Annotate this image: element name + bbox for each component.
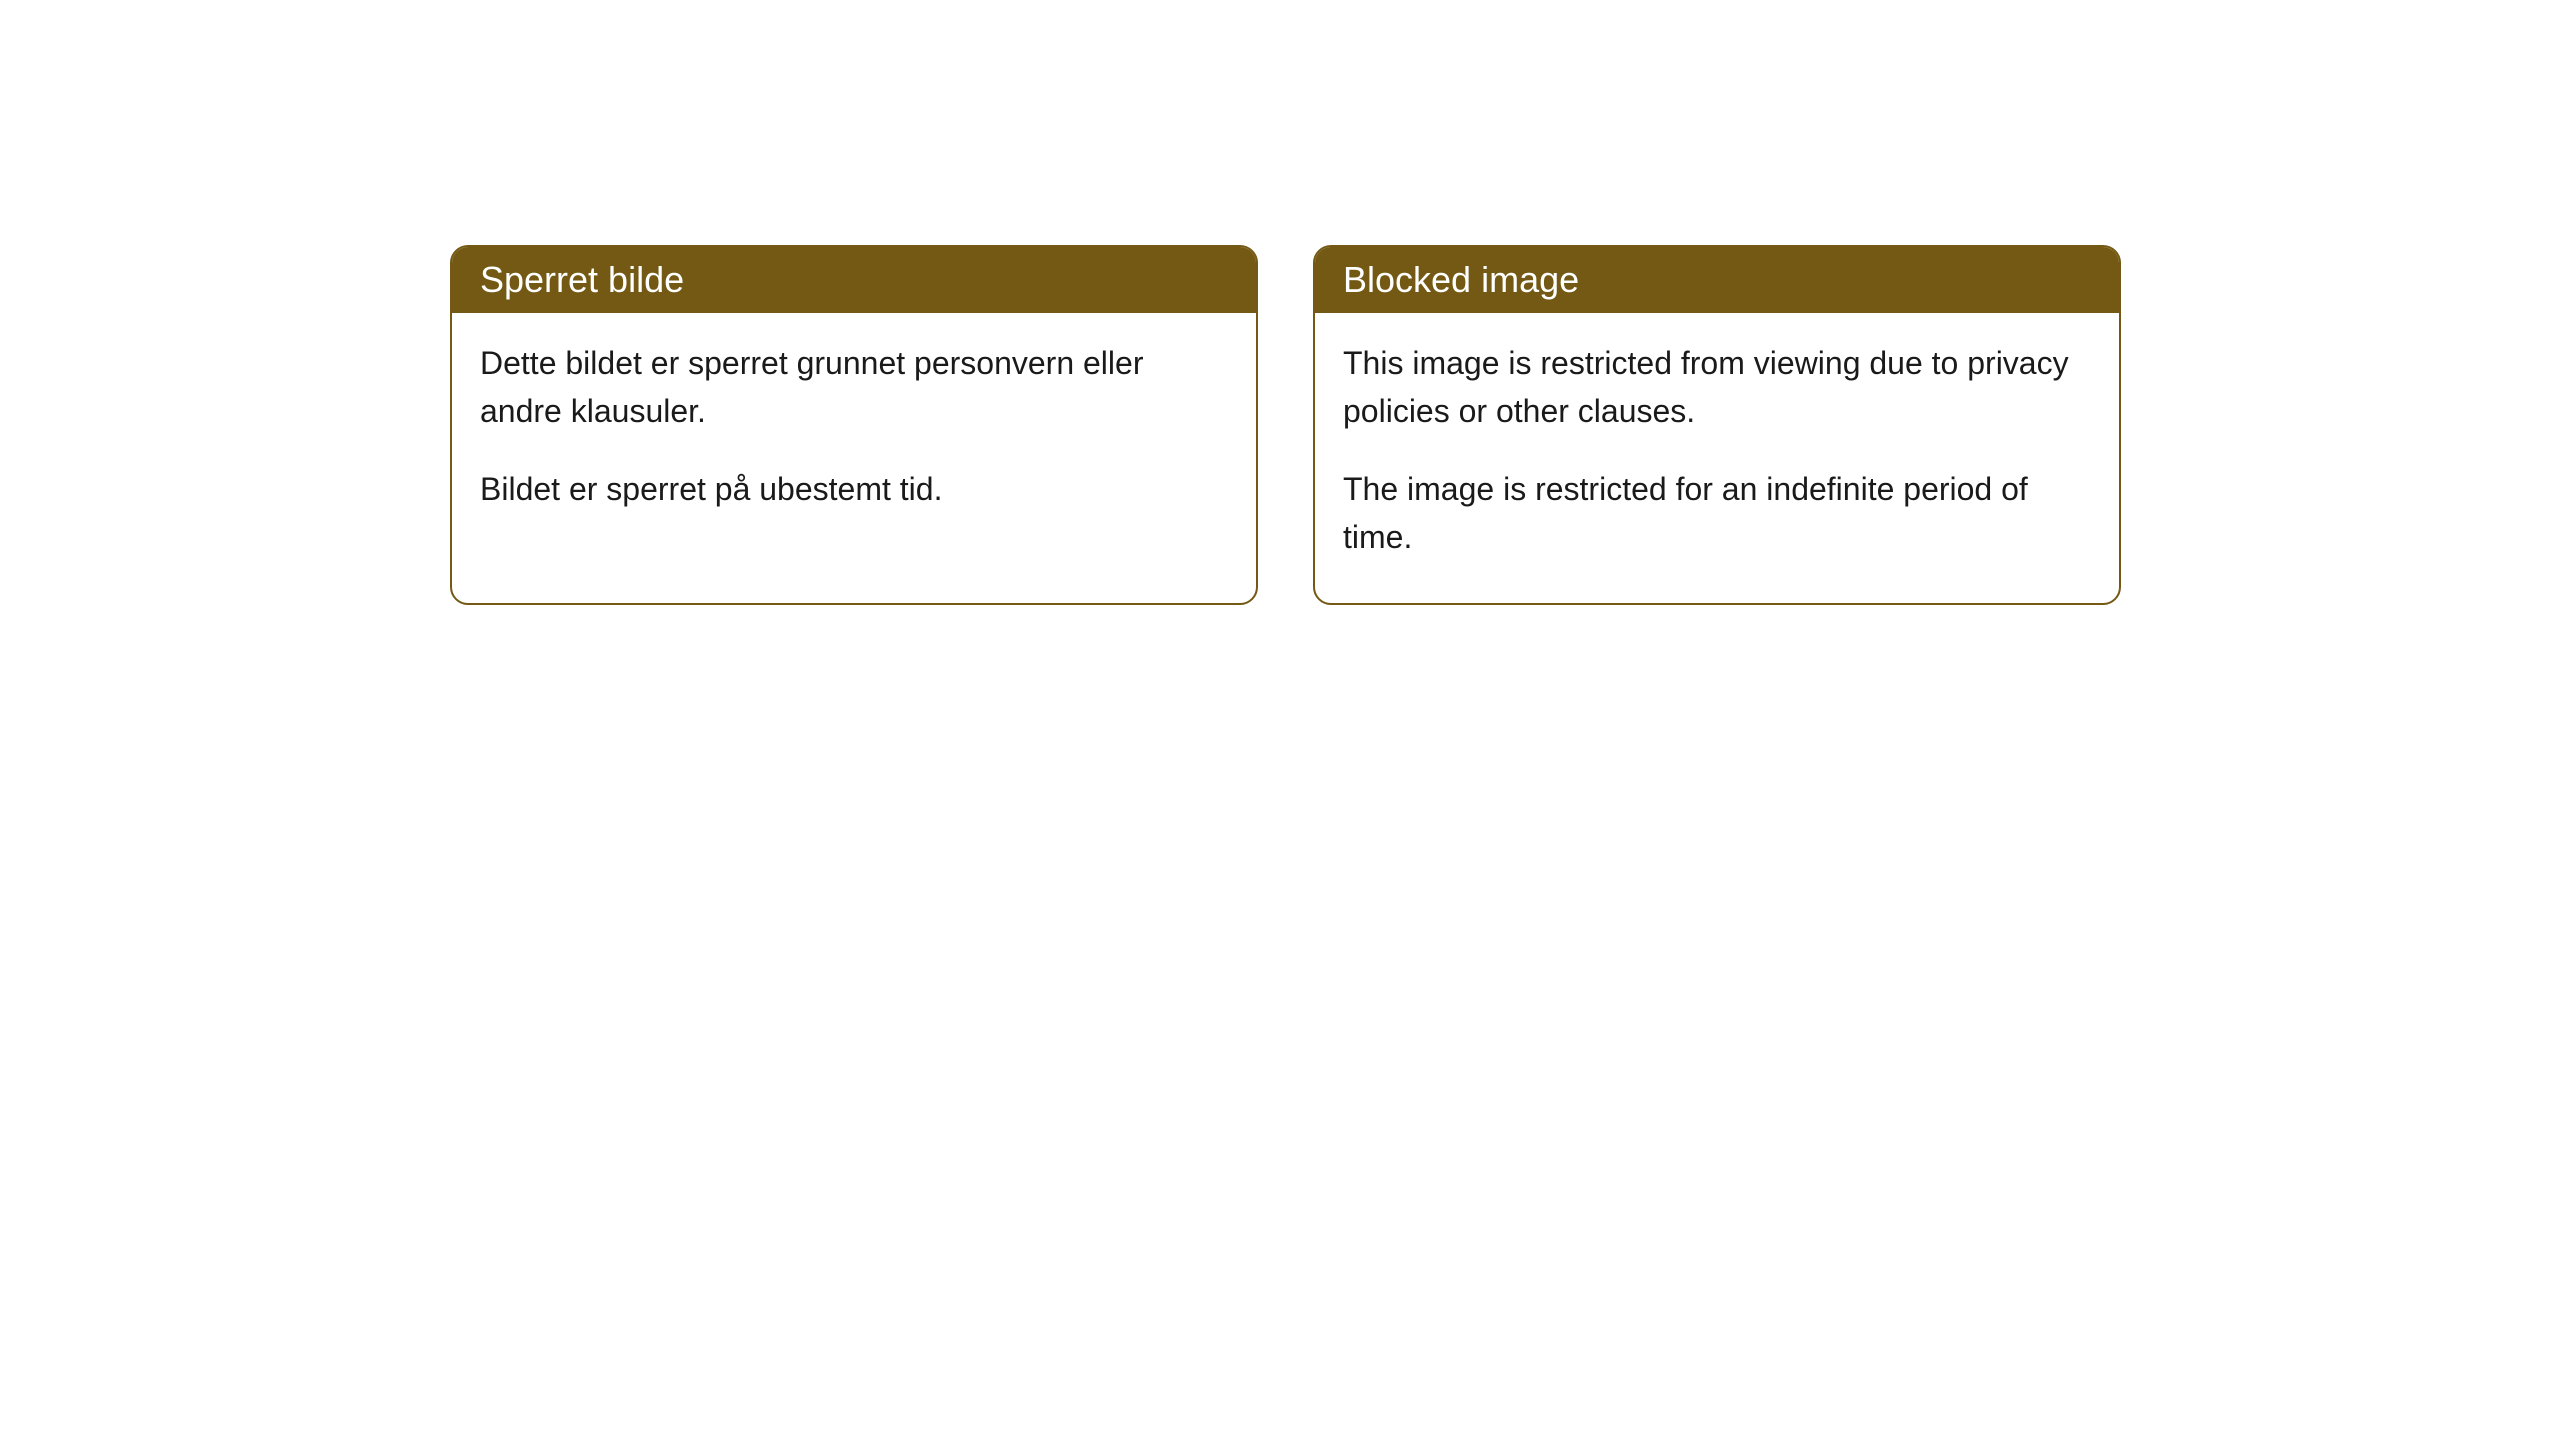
- card-header: Sperret bilde: [452, 247, 1256, 313]
- card-body: Dette bildet er sperret grunnet personve…: [452, 313, 1256, 555]
- card-paragraph-2: Bildet er sperret på ubestemt tid.: [480, 465, 1228, 513]
- card-header: Blocked image: [1315, 247, 2119, 313]
- notice-card-english: Blocked image This image is restricted f…: [1313, 245, 2121, 605]
- card-paragraph-1: Dette bildet er sperret grunnet personve…: [480, 339, 1228, 435]
- card-body: This image is restricted from viewing du…: [1315, 313, 2119, 603]
- card-paragraph-1: This image is restricted from viewing du…: [1343, 339, 2091, 435]
- notice-card-norwegian: Sperret bilde Dette bildet er sperret gr…: [450, 245, 1258, 605]
- card-paragraph-2: The image is restricted for an indefinit…: [1343, 465, 2091, 561]
- notice-cards-container: Sperret bilde Dette bildet er sperret gr…: [450, 245, 2560, 605]
